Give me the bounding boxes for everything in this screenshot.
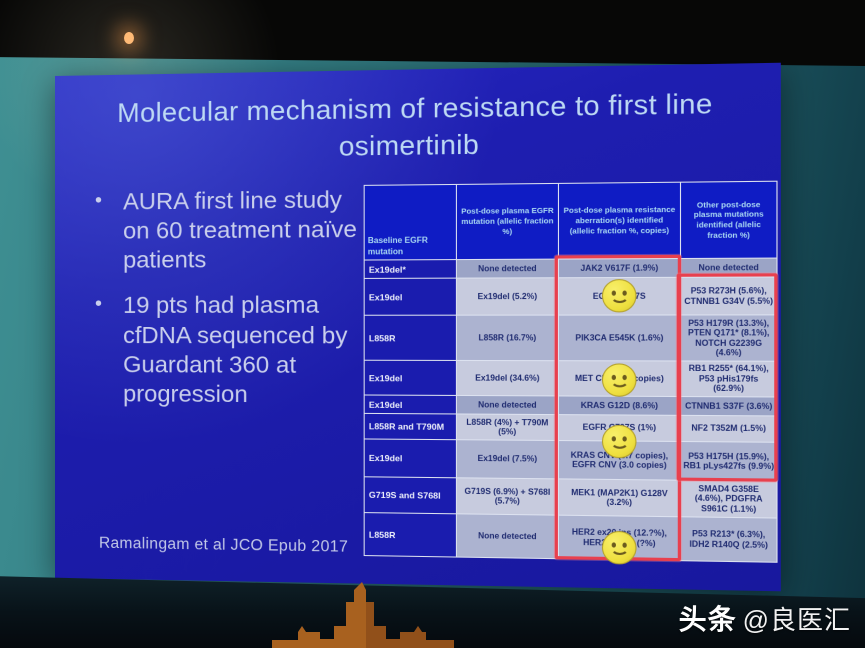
cell-post-dose-egfr: None detected bbox=[456, 513, 559, 559]
cell-baseline-mutation: Ex19del bbox=[364, 278, 457, 316]
cell-post-dose-egfr: L858R (16.7%) bbox=[456, 315, 559, 361]
watermark-brand: 头条 bbox=[678, 604, 737, 635]
column-header: Post-dose plasma resistance aberration(s… bbox=[558, 182, 681, 260]
cell-post-dose-egfr: Ex19del (34.6%) bbox=[456, 360, 559, 396]
table-row: L858R and T790M L858R (4%) + T790M (5%) EG… bbox=[364, 413, 777, 443]
cell-baseline-mutation: G719S and S768I bbox=[364, 476, 457, 514]
cell-baseline-mutation: Ex19del bbox=[364, 394, 457, 414]
bullet-item: • AURA first line study on 60 treatment … bbox=[93, 185, 371, 275]
table-area: Baseline EGFR mutation Post-dose plasma E… bbox=[364, 181, 785, 565]
cell-baseline-mutation: Ex19del* bbox=[364, 259, 457, 279]
column-header: Baseline EGFR mutation bbox=[364, 184, 457, 261]
cell-other-mutations: RB1 R255* (64.1%), P53 pHis179fs (62.9%) bbox=[680, 360, 777, 398]
smiley-face-icon bbox=[601, 363, 636, 397]
table-row: Ex19del* None detected JAK2 V617F (1.9%) No… bbox=[364, 258, 777, 279]
presentation-slide: Molecular mechanism of resistance to fir… bbox=[55, 62, 781, 592]
cell-baseline-mutation: L858R bbox=[364, 315, 457, 361]
cell-resistance-aberration: JAK2 V617F (1.9%) bbox=[558, 258, 681, 278]
cell-post-dose-egfr: None detected bbox=[456, 259, 559, 279]
cell-post-dose-egfr: None detected bbox=[456, 395, 559, 415]
cell-other-mutations: P53 H175H (15.9%), RB1 pLys427fs (9.9%) bbox=[680, 441, 777, 482]
cell-resistance-aberration: KRAS G12D (8.6%) bbox=[558, 395, 681, 416]
cell-post-dose-egfr: Ex19del (7.5%) bbox=[456, 439, 559, 479]
cell-post-dose-egfr: Ex19del (5.2%) bbox=[456, 277, 559, 316]
bullet-item: • 19 pts had plasma cfDNA sequenced by G… bbox=[93, 291, 371, 410]
citation-text: Ramalingam et al JCO Epub 2017 bbox=[98, 534, 349, 556]
cell-post-dose-egfr: L858R (4%) + T790M (5%) bbox=[456, 413, 559, 441]
cell-other-mutations: None detected bbox=[680, 258, 777, 278]
bullet-icon: • bbox=[94, 293, 102, 316]
bullet-text: AURA first line study on 60 treatment na… bbox=[123, 186, 358, 273]
cell-resistance-aberration: PIK3CA E545K (1.6%) bbox=[558, 314, 681, 361]
cell-post-dose-egfr: G719S (6.9%) + S768I (5.7%) bbox=[456, 477, 559, 516]
mutation-table: Baseline EGFR mutation Post-dose plasma E… bbox=[364, 181, 778, 563]
slide-title: Molecular mechanism of resistance to fir… bbox=[117, 88, 713, 163]
cell-other-mutations: P53 H179R (13.3%), PTEN Q171* (8.1%), NO… bbox=[680, 314, 777, 362]
cell-other-mutations: CTNNB1 S37F (3.6%) bbox=[680, 396, 777, 416]
table-row: L858R L858R (16.7%) PIK3CA E545K (1.6%) P53… bbox=[364, 314, 777, 362]
cell-baseline-mutation: Ex19del bbox=[364, 360, 457, 396]
smiley-face-icon bbox=[601, 425, 636, 459]
cell-other-mutations: NF2 T352M (1.5%) bbox=[680, 415, 777, 443]
watermark: 头条 @良医汇 bbox=[679, 598, 851, 638]
mutation-table-body: Ex19del* None detected JAK2 V617F (1.9%) No… bbox=[364, 258, 777, 563]
table-header-row: Baseline EGFR mutation Post-dose plasma E… bbox=[364, 181, 777, 261]
cell-baseline-mutation: L858R bbox=[364, 512, 457, 558]
cell-other-mutations: P53 R273H (5.6%), CTNNB1 G34V (5.5%) bbox=[680, 276, 777, 315]
cell-baseline-mutation: L858R and T790M bbox=[364, 413, 457, 440]
stage-light-icon bbox=[124, 32, 134, 44]
bullet-list: • AURA first line study on 60 treatment … bbox=[93, 185, 371, 426]
smiley-face-icon bbox=[601, 530, 636, 565]
bullet-text: 19 pts had plasma cfDNA sequenced by Gua… bbox=[123, 291, 348, 407]
watermark-handle: @良医汇 bbox=[742, 605, 851, 635]
smiley-face-icon bbox=[601, 279, 636, 313]
cell-resistance-aberration: MEK1 (MAP2K1) G128V (3.2%) bbox=[558, 478, 681, 517]
cell-other-mutations: P53 R213* (6.3%), IDH2 R140Q (2.5%) bbox=[680, 516, 777, 563]
ceiling-dark-band bbox=[0, 0, 865, 66]
cell-baseline-mutation: Ex19del bbox=[364, 438, 457, 478]
building-silhouette-icon bbox=[272, 582, 454, 648]
column-header: Post-dose plasma EGFR mutation (allelic … bbox=[456, 183, 559, 260]
cell-other-mutations: SMAD4 G358E (4.6%), PDGFRA S961C (1.1%) bbox=[680, 480, 777, 519]
column-header: Other post-dose plasma mutations identif… bbox=[680, 181, 777, 259]
bullet-icon: • bbox=[94, 189, 102, 212]
table-row: G719S and S768I G719S (6.9%) + S768I (5.7… bbox=[364, 476, 777, 519]
